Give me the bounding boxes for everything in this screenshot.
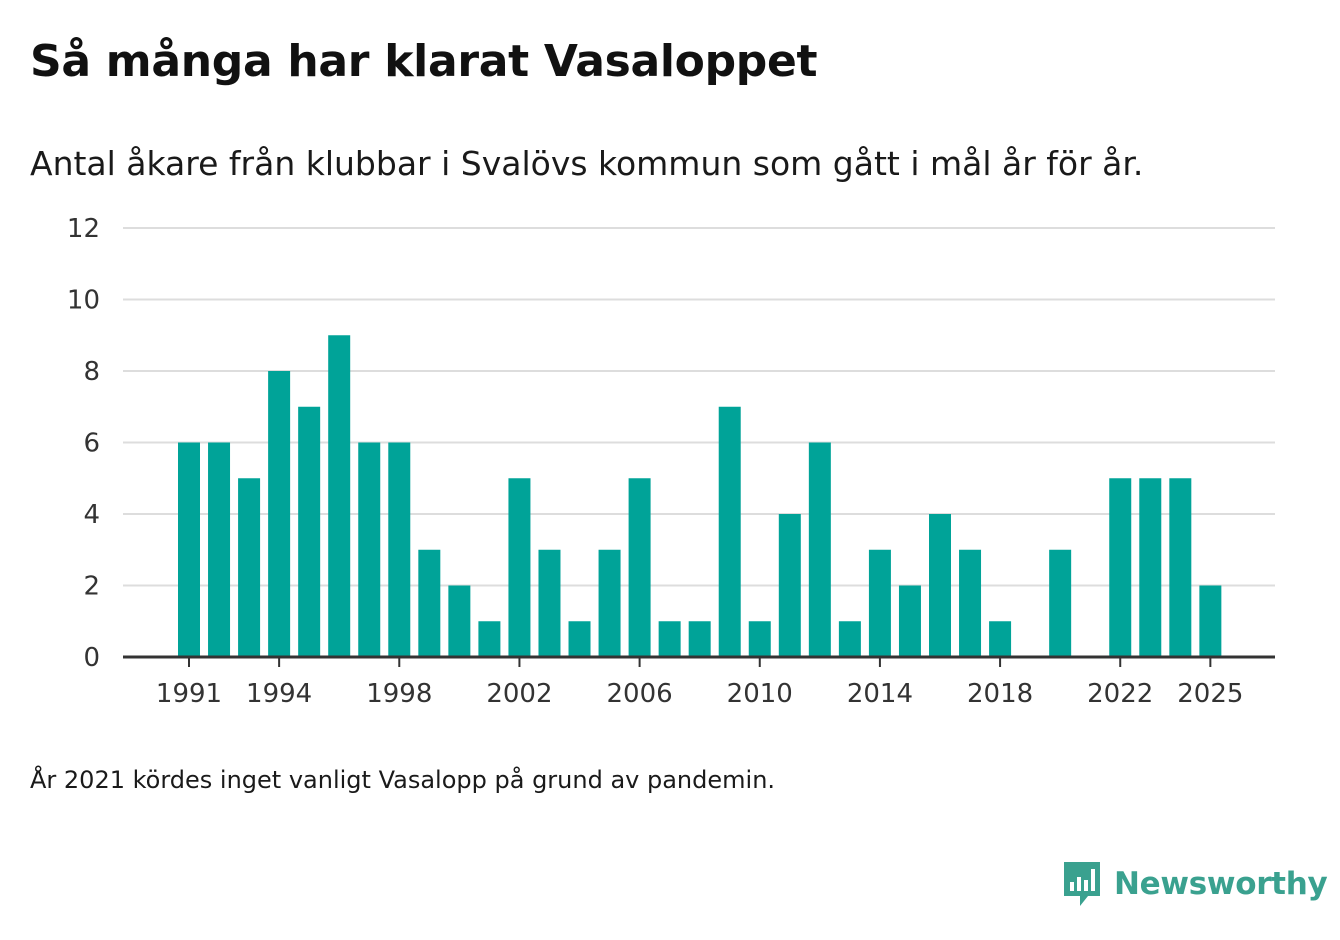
- y-axis: 0 2 4 6 8 10 12: [67, 214, 100, 673]
- bar-2005: [598, 549, 621, 657]
- bar-2010: [748, 621, 771, 657]
- brand-logo: Newsworthy: [1062, 860, 1328, 908]
- brand-name: Newsworthy: [1114, 866, 1328, 902]
- bar-1994: [268, 371, 291, 657]
- bar-2007: [658, 621, 681, 657]
- chart-title: Så många har klarat Vasaloppet: [30, 36, 818, 87]
- x-tick-label-1991: 1991: [156, 679, 222, 709]
- bar-2017: [959, 549, 982, 657]
- x-tick-label-1998: 1998: [366, 679, 432, 709]
- bar-2022: [1109, 478, 1132, 657]
- chart-subtitle: Antal åkare från klubbar i Svalövs kommu…: [30, 144, 1144, 183]
- bar-2011: [778, 514, 801, 657]
- bar-1993: [238, 478, 261, 657]
- bar-chart: 1991 1994 1998 2002 2006 2010 2014 2018 2022 2025…: [67, 214, 1275, 709]
- bar-2003: [538, 549, 561, 657]
- bar-2012: [808, 442, 831, 657]
- bar-2016: [929, 514, 951, 657]
- x-tick-label-2006: 2006: [607, 679, 673, 709]
- x-tick-label-2002: 2002: [486, 679, 552, 709]
- newsworthy-logo-icon: [1064, 862, 1100, 906]
- y-tick-label-8: 8: [83, 357, 100, 387]
- bar-2004: [568, 621, 591, 657]
- bar-1996: [328, 335, 351, 657]
- bar-1997: [358, 442, 381, 657]
- bar-2018: [989, 621, 1012, 657]
- bar-1999: [418, 549, 441, 657]
- y-tick-label-0: 0: [83, 643, 100, 673]
- bar-2001: [478, 621, 501, 657]
- gridlines: [123, 227, 1275, 587]
- bar-1995: [298, 406, 321, 657]
- x-tick-label-2025: 2025: [1177, 679, 1243, 709]
- x-tick-label-2010: 2010: [727, 679, 793, 709]
- x-tick-label-2018: 2018: [967, 679, 1033, 709]
- x-tick-label-2014: 2014: [847, 679, 913, 709]
- x-tick-label-1994: 1994: [246, 679, 312, 709]
- bar-2013: [838, 621, 861, 657]
- footnote: År 2021 kördes inget vanligt Vasalopp på…: [30, 766, 776, 794]
- y-tick-label-12: 12: [67, 214, 100, 244]
- bar-2009: [718, 406, 741, 657]
- y-tick-label-2: 2: [83, 572, 100, 602]
- bar-2002: [508, 478, 531, 657]
- bar-2015: [898, 585, 921, 657]
- bar-1992: [208, 442, 231, 657]
- bar-2023: [1139, 478, 1162, 657]
- y-tick-label-10: 10: [67, 286, 100, 316]
- bar-2024: [1169, 478, 1192, 657]
- bar-2006: [628, 478, 651, 657]
- bar-1998: [388, 442, 411, 657]
- y-tick-label-6: 6: [83, 429, 100, 459]
- bars: [178, 335, 1222, 657]
- x-tick-label-2022: 2022: [1087, 679, 1153, 709]
- bar-2020: [1049, 549, 1072, 657]
- bar-2014: [868, 549, 891, 657]
- bar-2008: [688, 621, 711, 657]
- y-tick-label-4: 4: [83, 500, 100, 530]
- bar-2025: [1199, 585, 1222, 657]
- bar-1991: [178, 442, 200, 657]
- bar-2000: [448, 585, 471, 657]
- x-axis: 1991 1994 1998 2002 2006 2010 2014 2018 2022 2025: [123, 655, 1275, 709]
